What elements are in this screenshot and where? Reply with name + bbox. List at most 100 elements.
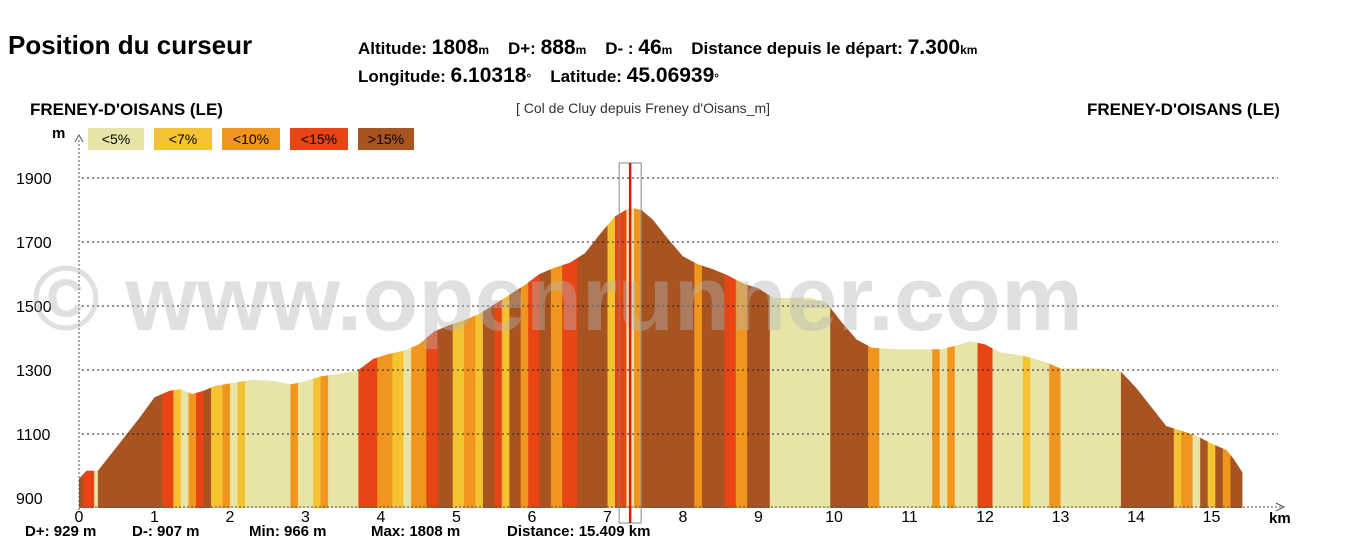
x-tick-label: 9 — [754, 509, 763, 526]
profile-segment — [426, 207, 439, 508]
legend-item-lt10: <10% — [222, 128, 280, 150]
legend-label: <5% — [101, 131, 131, 147]
profile-segment — [701, 207, 726, 508]
altitude-label: Altitude: — [358, 39, 427, 58]
x-axis-arrow — [1275, 502, 1286, 512]
profile-segment — [615, 207, 627, 508]
x-tick-label: 6 — [528, 509, 537, 526]
profile-segment — [577, 207, 609, 508]
distance-unit: km — [960, 43, 978, 57]
profile-segment — [735, 207, 748, 508]
dplus-value: 888 — [540, 36, 576, 59]
dplus-label: D+: — [507, 39, 536, 58]
profile-segment — [550, 207, 563, 508]
profile-segment — [1173, 207, 1182, 508]
x-tick-label: 11 — [901, 509, 918, 526]
y-axis-arrow — [74, 133, 84, 143]
cursor-info-line1: Altitude: 1808m D+: 888m D- : 46m Distan… — [358, 36, 977, 60]
profile-segment — [501, 207, 510, 508]
profile-segment — [464, 207, 476, 508]
profile-segment — [1181, 207, 1194, 508]
end-place: FRENEY-D'OISANS (LE) — [1087, 100, 1280, 119]
profile-segment — [607, 207, 616, 508]
grid: 900 1100 1300 1500 1700 1900 — [16, 171, 1278, 508]
profile-segment — [868, 207, 880, 508]
longitude-value: 6.10318 — [450, 64, 527, 87]
start-place: FRENEY-D'OISANS (LE) — [30, 100, 223, 119]
legend-item-lt5: <5% — [88, 128, 144, 150]
legend-label: <15% — [300, 131, 338, 147]
y-tick-label: 1500 — [16, 299, 52, 316]
profile-segment — [1120, 207, 1175, 508]
profile-segment — [633, 207, 643, 508]
x-tick-label: 13 — [1052, 509, 1070, 526]
cursor-info-line2: Longitude: 6.10318° Latitude: 45.06939° — [358, 64, 719, 88]
profile-segment — [1215, 207, 1224, 508]
x-tick-label: 8 — [679, 509, 688, 526]
legend-item-gt15: >15% — [358, 128, 414, 150]
profile-segment — [1230, 207, 1243, 508]
longitude-unit: ° — [526, 71, 532, 85]
profile-segment — [452, 207, 465, 508]
distance-value: 7.300 — [907, 36, 961, 59]
profile-segment — [1022, 207, 1031, 508]
altitude-unit: m — [478, 43, 490, 57]
y-tick-label: 1900 — [16, 171, 52, 188]
profile-segment — [724, 207, 737, 508]
profile-segment — [528, 207, 541, 508]
y-tick-label: 1100 — [16, 427, 51, 444]
profile-segment — [562, 207, 578, 508]
legend-label: <10% — [232, 131, 270, 147]
dminus-value: 46 — [638, 36, 662, 59]
profile-segment — [947, 207, 956, 508]
cursor-marker — [618, 162, 642, 524]
footer-dminus: D-: 907 m — [132, 523, 200, 540]
profile-segment — [1200, 207, 1209, 508]
y-tick-label: 1300 — [16, 363, 52, 380]
x-tick-label: 5 — [452, 509, 461, 526]
x-axis-label: km — [1269, 510, 1291, 527]
footer-min: Min: 966 m — [249, 523, 327, 540]
distance-label: Distance depuis le départ: — [691, 39, 903, 58]
y-tick-label: 900 — [16, 491, 43, 508]
profile-segment — [509, 207, 522, 508]
profile-segment — [475, 207, 484, 508]
footer-max: Max: 1808 m — [371, 523, 461, 540]
x-tick-label: 0 — [75, 509, 84, 526]
x-tick-label: 3 — [301, 509, 310, 526]
route-name: [ Col de Cluy depuis Freney d'Oisans_m] — [516, 100, 771, 116]
dminus-unit: m — [661, 43, 673, 57]
profile-segment — [1222, 207, 1231, 508]
watermark: © www.openrunner.com — [32, 248, 1083, 350]
longitude-label: Longitude: — [358, 67, 446, 86]
x-tick-label: 4 — [377, 509, 386, 526]
x-tick-label: 14 — [1127, 509, 1145, 526]
latitude-label: Latitude: — [550, 67, 622, 86]
y-tick-label: 1700 — [16, 235, 52, 252]
y-axis-label: m — [52, 125, 65, 142]
legend-label: <7% — [168, 131, 198, 147]
x-tick-label: 15 — [1203, 509, 1221, 526]
x-tick-label: 7 — [603, 509, 612, 526]
altitude-value: 1808 — [431, 36, 479, 59]
footer-dplus: D+: 929 m — [25, 523, 97, 540]
profile-segment — [482, 207, 495, 508]
profile-segment — [1207, 207, 1216, 508]
page-title: Position du curseur — [8, 30, 253, 60]
x-tick-label: 2 — [226, 509, 235, 526]
profile-segment — [494, 207, 503, 508]
profile-segment — [403, 207, 412, 508]
legend-item-lt7: <7% — [154, 128, 212, 150]
profile-segment — [1192, 207, 1201, 508]
dplus-unit: m — [575, 43, 587, 57]
x-tick-label: 10 — [825, 509, 843, 526]
profile-segment — [694, 207, 703, 508]
profile-segment — [520, 207, 529, 508]
footer-distance: Distance: 15.409 km — [507, 523, 651, 540]
x-tick-label: 12 — [976, 509, 994, 526]
latitude-unit: ° — [714, 71, 720, 85]
dminus-label: D- : — [605, 39, 634, 58]
profile-segment — [392, 207, 405, 508]
